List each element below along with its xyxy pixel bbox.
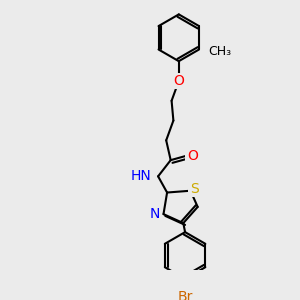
Text: O: O: [187, 148, 198, 163]
Text: HN: HN: [130, 169, 151, 183]
Text: Br: Br: [177, 290, 193, 300]
Text: S: S: [190, 182, 199, 196]
Text: N: N: [149, 207, 160, 221]
Text: O: O: [173, 74, 184, 88]
Text: CH₃: CH₃: [208, 45, 231, 58]
